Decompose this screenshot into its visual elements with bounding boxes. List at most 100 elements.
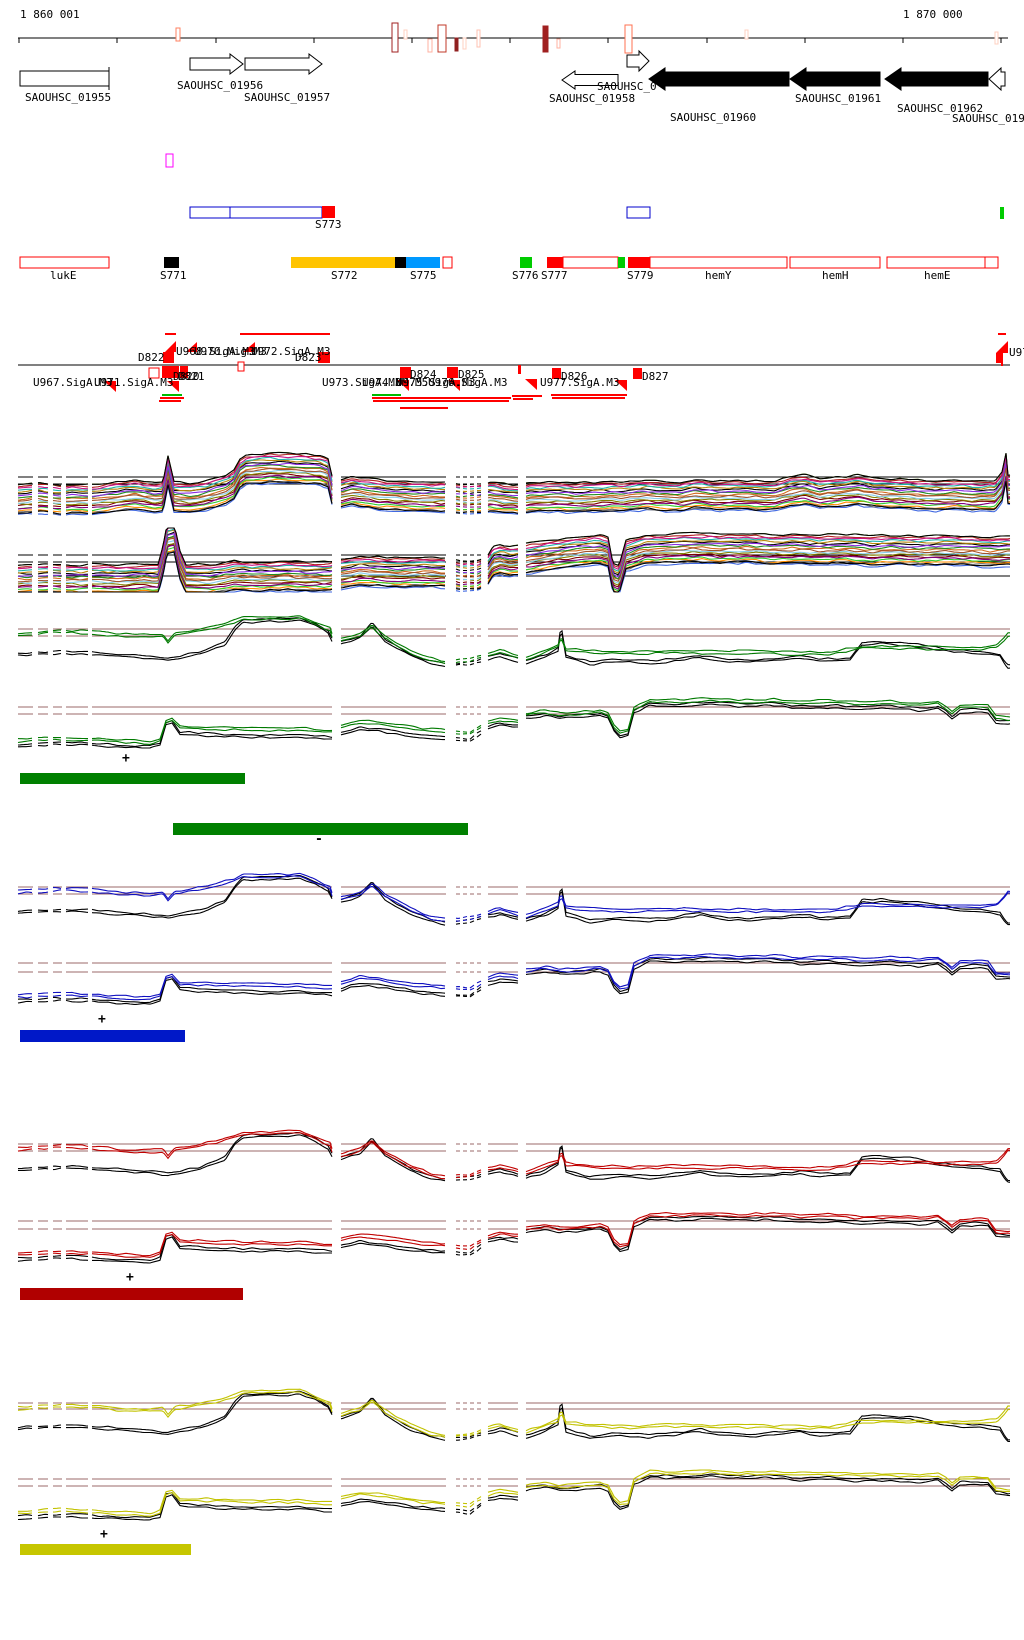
coverage-envelope xyxy=(525,481,1011,514)
variant-marker[interactable] xyxy=(744,29,749,40)
annotation-flag-open-box[interactable] xyxy=(237,361,245,372)
annotation-flag-box[interactable] xyxy=(996,353,1003,363)
feature-green-cap[interactable] xyxy=(618,257,625,268)
variant-marker[interactable] xyxy=(437,24,447,53)
gene-SAOUHSC_01958[interactable] xyxy=(561,70,619,90)
feature-s772-black-cap[interactable] xyxy=(395,257,406,268)
annotation-flag-triangle[interactable] xyxy=(996,341,1008,353)
annotation-flag-box[interactable] xyxy=(400,367,411,378)
coverage-line xyxy=(455,574,461,577)
gene-SAOUHSC_01963[interactable] xyxy=(988,66,1006,92)
feature-blue-operon-2[interactable] xyxy=(626,206,651,219)
coverage-line xyxy=(476,502,482,505)
bar-green-plus[interactable] xyxy=(20,773,245,784)
variant-marker[interactable] xyxy=(624,24,633,54)
coverage-line xyxy=(525,535,1010,570)
coverage-line xyxy=(17,909,33,912)
variant-marker[interactable] xyxy=(476,29,481,48)
gene-SAOUHSC_01957[interactable] xyxy=(244,52,323,76)
bar-blue-plus[interactable] xyxy=(20,1030,185,1042)
annotation-flag-triangle[interactable] xyxy=(104,381,116,392)
variant-marker[interactable] xyxy=(403,29,408,40)
coverage-line xyxy=(17,584,33,587)
feature-small-red-open[interactable] xyxy=(442,256,453,269)
annotation-flag-box[interactable] xyxy=(633,368,642,379)
feature-s775-box[interactable] xyxy=(406,257,440,268)
annotation-flag-triangle[interactable] xyxy=(243,342,255,352)
annotation-flag-triangle[interactable] xyxy=(167,381,179,392)
coverage-line xyxy=(17,993,33,996)
coverage-line xyxy=(476,918,482,921)
annotation-flag-box[interactable] xyxy=(552,368,561,379)
coverage-line xyxy=(91,877,333,919)
coverage-line xyxy=(525,477,1011,510)
feature-green-tick-right[interactable] xyxy=(1000,207,1004,219)
feature-s772-box[interactable] xyxy=(291,257,395,268)
coverage-line xyxy=(17,1148,33,1152)
annotation-flag-box[interactable] xyxy=(163,352,174,363)
coverage-line xyxy=(53,1252,62,1255)
coverage-line xyxy=(340,485,446,495)
coverage-line xyxy=(340,505,445,514)
annotation-flag-triangle[interactable] xyxy=(186,342,197,352)
feature-s777-orf[interactable] xyxy=(562,256,619,269)
annotation-flag-box[interactable] xyxy=(447,367,458,378)
annotation-flag-triangle[interactable] xyxy=(525,379,537,390)
coverage-line xyxy=(476,1169,482,1173)
coverage-line xyxy=(340,885,446,922)
annotation-flag-triangle[interactable] xyxy=(165,341,176,352)
coverage-line xyxy=(340,488,445,498)
annotation-flag-triangle[interactable] xyxy=(397,380,409,391)
coverage-line xyxy=(37,888,49,890)
annotation-flag-box[interactable] xyxy=(162,366,179,378)
feature-s779-box[interactable] xyxy=(628,257,650,268)
bar-red-plus[interactable] xyxy=(20,1288,243,1300)
feature-blue-operon-1[interactable] xyxy=(189,206,323,219)
coverage-line xyxy=(92,459,333,492)
coverage-line xyxy=(17,1256,32,1259)
feature-s771-box[interactable] xyxy=(164,257,179,268)
coverage-line xyxy=(476,1241,482,1245)
annotation-flag-open-box[interactable] xyxy=(148,367,160,379)
bar-green-minus[interactable] xyxy=(173,823,468,835)
gene-SAOUHSC_01960[interactable] xyxy=(648,67,790,91)
label-gene-label-01957: SAOUHSC_01957 xyxy=(244,91,331,104)
bar-yellow-plus[interactable] xyxy=(20,1544,191,1555)
coverage-line xyxy=(469,574,475,577)
annotation-flag-triangle[interactable] xyxy=(448,380,460,391)
coverage-line xyxy=(92,529,333,574)
variant-marker[interactable] xyxy=(454,37,459,52)
feature-hemH[interactable] xyxy=(789,256,881,269)
coverage-line xyxy=(92,1388,333,1416)
coverage-line xyxy=(53,652,62,656)
coverage-line xyxy=(487,1430,519,1437)
variant-marker[interactable] xyxy=(462,37,467,50)
feature-hemY[interactable] xyxy=(649,256,788,269)
annotation-flag-box[interactable] xyxy=(180,366,188,378)
gene-SAOUHSC_01956[interactable] xyxy=(189,52,244,76)
feature-hemE[interactable] xyxy=(886,256,999,269)
coverage-line xyxy=(340,1401,446,1438)
coverage-line xyxy=(469,738,475,742)
variant-marker[interactable] xyxy=(994,31,999,45)
variant-marker[interactable] xyxy=(542,25,549,53)
feature-lukE[interactable] xyxy=(19,256,110,269)
variant-marker[interactable] xyxy=(556,38,561,49)
gene-SAOUHSC_01955[interactable] xyxy=(19,70,110,87)
annotation-flag-triangle[interactable] xyxy=(615,380,627,391)
feature-s777-box[interactable] xyxy=(547,257,563,268)
variant-marker[interactable] xyxy=(175,27,181,42)
coverage-envelope xyxy=(476,558,482,562)
feature-s773-box[interactable] xyxy=(322,206,335,218)
variant-marker[interactable] xyxy=(391,22,399,53)
gene-SAOUHSC_01959[interactable] xyxy=(626,49,650,73)
coverage-line xyxy=(37,742,49,744)
feature-s776-box[interactable] xyxy=(520,257,532,268)
variant-marker[interactable] xyxy=(427,38,433,53)
coverage-line xyxy=(525,472,1011,504)
gene-SAOUHSC_01961[interactable] xyxy=(789,67,881,91)
coverage-line xyxy=(455,583,461,587)
gene-SAOUHSC_01962[interactable] xyxy=(884,67,989,91)
annotation-flag-box[interactable] xyxy=(318,352,330,363)
feature-magenta-box[interactable] xyxy=(165,153,174,168)
